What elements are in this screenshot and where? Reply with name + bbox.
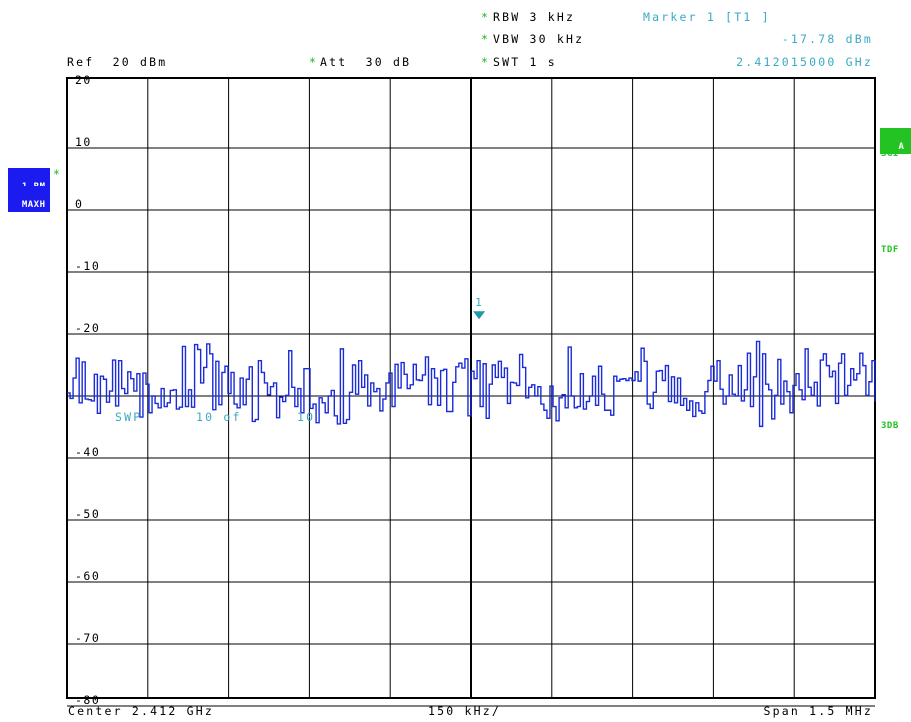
a-badge-label: A — [898, 142, 905, 152]
frequency-per-division: 150 kHz/ — [428, 704, 501, 718]
y-tick-label: 20 — [75, 73, 92, 87]
ref-level: Ref 20 dBm — [67, 55, 168, 69]
marker-title: Marker 1 [T1 ] — [643, 10, 771, 24]
y-tick-label: -80 — [75, 693, 100, 707]
y-tick-label: -50 — [75, 507, 100, 521]
detector-badge: MAXH — [8, 186, 50, 212]
trace-star: * — [53, 167, 63, 181]
trace-1-line — [67, 340, 876, 428]
vbw-label: VBW 30 kHz — [493, 32, 585, 46]
y-tick-label: 0 — [75, 197, 83, 211]
y-tick-label: -70 — [75, 631, 100, 645]
att-star: * — [309, 55, 319, 69]
sweep-label: SWP — [115, 410, 143, 424]
marker-frequency: 2.412015000 GHz — [736, 55, 873, 69]
swt-star: * — [481, 55, 491, 69]
rbw-label: RBW 3 kHz — [493, 10, 576, 24]
tdf-label: TDF — [881, 245, 899, 255]
vbw-star: * — [481, 32, 491, 46]
y-tick-label: -60 — [75, 569, 100, 583]
detector-badge-label: MAXH — [21, 200, 46, 210]
marker-level: -17.78 dBm — [781, 32, 873, 46]
threedb-label: 3DB — [881, 421, 899, 431]
marker-1-triangle — [473, 311, 486, 320]
rbw-star: * — [481, 10, 491, 24]
span: Span 1.5 MHz — [763, 704, 873, 718]
y-tick-label: 10 — [75, 135, 92, 149]
sweep-total: 10 — [297, 410, 316, 424]
y-tick-label: -20 — [75, 321, 100, 335]
center-frequency: Center 2.412 GHz — [68, 704, 214, 718]
sweep-count: 10 of — [196, 410, 242, 424]
y-tick-label: -40 — [75, 445, 100, 459]
attenuation: Att 30 dB — [320, 55, 412, 69]
swt-label: SWT 1 s — [493, 55, 557, 69]
a-badge: A — [880, 128, 911, 154]
marker-1-label: 1 — [475, 296, 482, 309]
sgl-label: SGI — [881, 149, 899, 159]
y-tick-label: -10 — [75, 259, 100, 273]
